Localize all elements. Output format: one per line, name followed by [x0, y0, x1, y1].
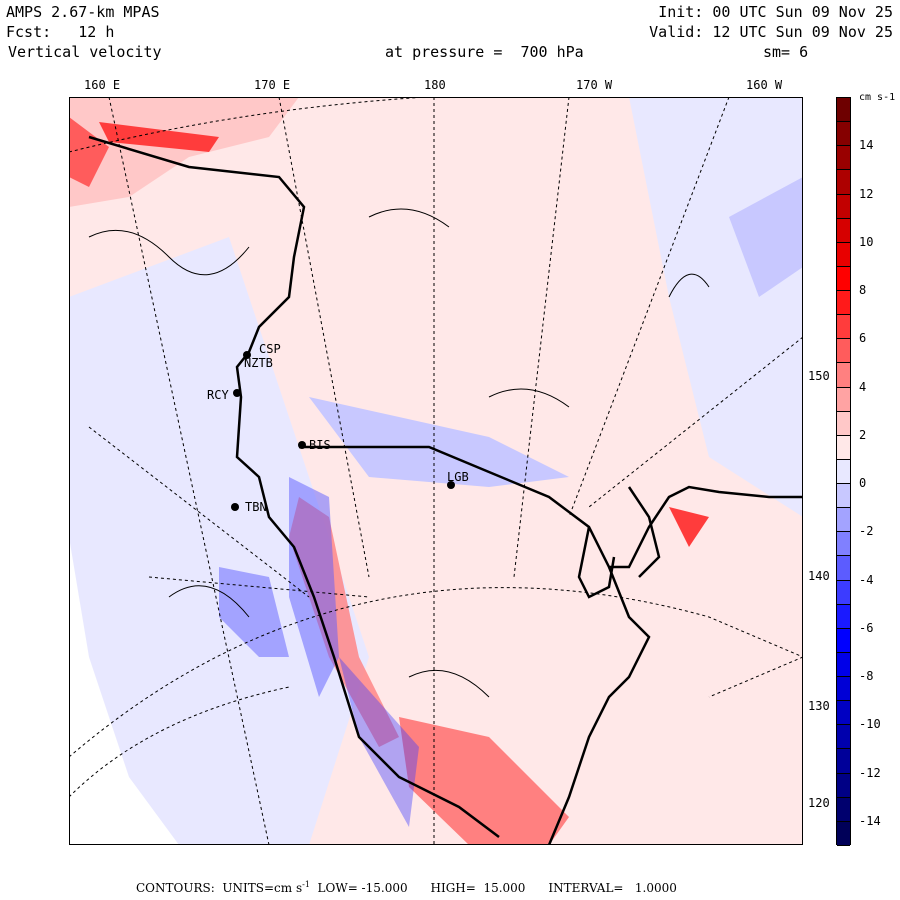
lon-label: 160 E — [84, 78, 121, 92]
lat-label: 130 W — [808, 699, 845, 713]
station-label: RCY — [207, 388, 229, 402]
colorbar-bin — [837, 363, 850, 388]
colorbar-bin — [837, 580, 850, 605]
colorbar-bin — [837, 122, 850, 147]
contour-units: CONTOURS: UNITS=cm s — [136, 881, 303, 895]
colorbar-bin — [837, 532, 850, 557]
lon-label: 170 W — [576, 78, 613, 92]
colorbar-label: 2 — [859, 427, 867, 442]
colorbar-label: -12 — [859, 765, 881, 780]
pressure-level: at pressure = 700 hPa — [385, 43, 584, 61]
colorbar-bin — [837, 387, 850, 412]
colorbar-bin — [837, 459, 850, 485]
station-label: BIS — [309, 438, 331, 452]
colorbar-bin — [837, 652, 850, 678]
colorbar-bin — [837, 701, 850, 726]
colorbar-bin — [837, 98, 850, 123]
station-label: CSP — [259, 342, 281, 356]
forecast-hour: Fcst: 12 h — [6, 23, 115, 41]
contour-interval: INTERVAL= 1.0000 — [548, 881, 677, 895]
colorbar-label: 10 — [859, 234, 874, 249]
contour-high: HIGH= 15.000 — [430, 881, 526, 895]
colorbar-label: 8 — [859, 283, 867, 298]
colorbar-label: 12 — [859, 186, 874, 201]
colorbar-label: 4 — [859, 379, 867, 394]
colorbar-bin — [837, 773, 850, 798]
colorbar-label: -8 — [859, 669, 874, 684]
colorbar-units: cm s-1 — [859, 92, 896, 103]
station-label: TBN — [245, 500, 267, 514]
colorbar-bin — [837, 315, 850, 340]
colorbar-bin — [837, 556, 850, 581]
lat-label: 140 W — [808, 569, 845, 583]
lat-label: 120 W — [808, 796, 845, 810]
model-title: AMPS 2.67-km MPAS — [6, 3, 160, 21]
smoothing: sm= 6 — [763, 43, 809, 61]
colorbar-bin — [837, 749, 850, 774]
lon-label: 180 — [424, 78, 446, 92]
contour-info: CONTOURS: UNITS=cm s-1 LOW= -15.000 HIGH… — [136, 880, 677, 895]
colorbar-bin — [837, 291, 850, 316]
lat-label: 150 W — [808, 369, 845, 383]
colorbar-bin — [837, 725, 850, 750]
contour-low: LOW= -15.000 — [317, 881, 408, 895]
colorbar-bin — [837, 339, 850, 364]
colorbar-label: -10 — [859, 717, 881, 732]
colorbar-label: 6 — [859, 331, 867, 346]
field-name: Vertical velocity — [8, 43, 162, 61]
colorbar-bin — [837, 266, 850, 292]
valid-time: Valid: 12 UTC Sun 09 Nov 25 — [649, 23, 893, 41]
colorbar-label: -14 — [859, 813, 881, 828]
colorbar-label: -4 — [859, 572, 874, 587]
colorbar-bin — [837, 508, 850, 533]
colorbar-bin — [837, 677, 850, 702]
init-time: Init: 00 UTC Sun 09 Nov 25 — [658, 3, 893, 21]
colorbar-bin — [837, 604, 850, 629]
colorbar-bin — [837, 146, 850, 171]
colorbar-bin — [837, 170, 850, 195]
station-label: LGB — [447, 470, 469, 484]
colorbar-label: 0 — [859, 476, 867, 491]
station-markers — [231, 351, 455, 511]
colorbar-label: -6 — [859, 620, 874, 635]
colorbar-bin — [837, 218, 850, 243]
colorbar-bin — [837, 411, 850, 436]
colorbar-label: -2 — [859, 524, 874, 539]
station-label: NZTB — [244, 356, 273, 370]
colorbar-label: 14 — [859, 138, 874, 153]
colorbar-bin — [837, 435, 850, 460]
colorbar-bin — [837, 194, 850, 219]
lon-label: 160 W — [746, 78, 783, 92]
colorbar-bin — [837, 821, 850, 846]
colorbar — [836, 97, 851, 846]
lon-label: 170 E — [254, 78, 291, 92]
colorbar-bin — [837, 242, 850, 267]
colorbar-bin — [837, 484, 850, 509]
colorbar-bin — [837, 628, 850, 653]
units-exponent: -1 — [302, 880, 310, 889]
vertical-velocity-map: CSP NZTB RCY BIS LGB TBN — [69, 97, 803, 845]
colorbar-bin — [837, 797, 850, 822]
